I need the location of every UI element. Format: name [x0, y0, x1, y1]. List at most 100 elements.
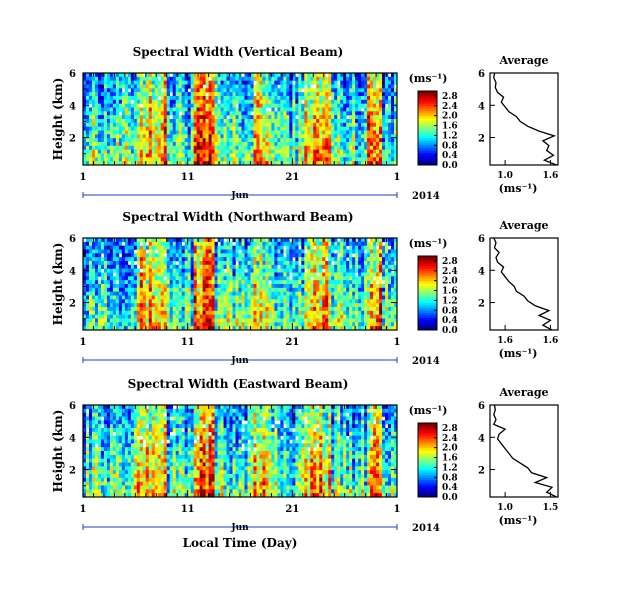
- heatmap-cell: [376, 126, 380, 131]
- heatmap-cell: [391, 80, 395, 85]
- heatmap-cell: [376, 107, 380, 112]
- heatmap-cell: [265, 130, 269, 135]
- heatmap-cell: [322, 126, 326, 131]
- heatmap-cell: [130, 326, 135, 331]
- heatmap-cell: [304, 122, 308, 127]
- heatmap-cell: [166, 73, 171, 78]
- heatmap-cell: [385, 96, 389, 101]
- heatmap-cell: [301, 138, 305, 143]
- heatmap-cell: [247, 107, 251, 112]
- heatmap-cell: [148, 157, 153, 162]
- heatmap-cell: [91, 149, 96, 154]
- heatmap-cell: [322, 253, 326, 258]
- heatmap-cell: [136, 287, 141, 292]
- heatmap-cell: [289, 287, 293, 292]
- heatmap-cell: [190, 284, 194, 289]
- heatmap-cell: [127, 142, 132, 147]
- heatmap-cell: [223, 318, 227, 323]
- heatmap-cell: [283, 134, 287, 139]
- heatmap-cell: [283, 122, 287, 127]
- heatmap-cell: [316, 295, 320, 300]
- heatmap-cell: [175, 276, 179, 281]
- average-y-tick-label: 4: [478, 101, 485, 112]
- heatmap-cell: [277, 99, 281, 104]
- heatmap-cell: [118, 245, 123, 250]
- heatmap-cell: [382, 287, 386, 292]
- heatmap-cell: [319, 241, 323, 246]
- heatmap-cell: [121, 138, 126, 143]
- heatmap-cell: [280, 303, 284, 308]
- heatmap-cell: [388, 314, 392, 319]
- heatmap-cell: [157, 272, 162, 277]
- heatmap-cell: [175, 134, 179, 139]
- heatmap-cell: [235, 276, 239, 281]
- heatmap-cell: [394, 115, 398, 120]
- heatmap-cell: [295, 153, 299, 158]
- heatmap-cell: [385, 84, 389, 89]
- heatmap-cell: [214, 80, 218, 85]
- heatmap-cell: [382, 268, 386, 273]
- heatmap-cell: [391, 153, 395, 158]
- heatmap-cell: [319, 111, 323, 116]
- heatmap-cell: [85, 287, 90, 292]
- heatmap-cell: [172, 241, 176, 246]
- heatmap-cell: [325, 130, 329, 135]
- heatmap-cell: [187, 149, 191, 154]
- heatmap-cell: [277, 261, 281, 266]
- heatmap-cell: [238, 122, 242, 127]
- heatmap-cell: [244, 299, 248, 304]
- heatmap-cell: [373, 299, 377, 304]
- heatmap-cell: [139, 115, 144, 120]
- heatmap-cell: [307, 314, 311, 319]
- heatmap-cell: [289, 314, 293, 319]
- heatmap-cell: [136, 238, 141, 243]
- heatmap-cell: [103, 253, 108, 258]
- heatmap-cell: [214, 111, 218, 116]
- heatmap-cell: [157, 111, 162, 116]
- heatmap-cell: [349, 272, 353, 277]
- heatmap-cell: [256, 84, 260, 89]
- heatmap-cell: [364, 307, 368, 312]
- heatmap-cell: [211, 96, 215, 101]
- heatmap-cell: [193, 92, 197, 97]
- heatmap-cell: [205, 291, 209, 296]
- heatmap-cell: [166, 88, 171, 93]
- heatmap-cell: [163, 287, 168, 292]
- heatmap-cell: [391, 238, 395, 243]
- heatmap-cell: [127, 276, 132, 281]
- heatmap-cell: [328, 280, 332, 285]
- heatmap-cell: [250, 314, 254, 319]
- heatmap-cell: [283, 80, 287, 85]
- heatmap-cell: [115, 303, 120, 308]
- heatmap-cell: [313, 268, 317, 273]
- heatmap-cell: [178, 295, 182, 300]
- heatmap-cell: [220, 322, 224, 327]
- heatmap-cell: [178, 84, 182, 89]
- heatmap-cell: [367, 84, 371, 89]
- heatmap-cell: [268, 145, 272, 150]
- heatmap-cell: [283, 130, 287, 135]
- heatmap-cell: [121, 287, 126, 292]
- heatmap-cell: [265, 119, 269, 124]
- heatmap-cell: [358, 284, 362, 289]
- heatmap-cell: [199, 280, 203, 285]
- heatmap-cell: [322, 134, 326, 139]
- heatmap-cell: [124, 138, 129, 143]
- heatmap-cell: [364, 295, 368, 300]
- heatmap-cell: [91, 299, 96, 304]
- heatmap-cell: [139, 157, 144, 162]
- heatmap-cell: [151, 253, 156, 258]
- heatmap-cell: [268, 268, 272, 273]
- heatmap-cell: [121, 249, 126, 254]
- heatmap-cell: [205, 88, 209, 93]
- heatmap-cell: [223, 107, 227, 112]
- heatmap-cell: [364, 130, 368, 135]
- heatmap-cell: [346, 253, 350, 258]
- heatmap-cell: [199, 111, 203, 116]
- heatmap-cell: [232, 276, 236, 281]
- heatmap-cell: [241, 119, 245, 124]
- heatmap-cell: [283, 145, 287, 150]
- heatmap-cell: [193, 73, 197, 78]
- heatmap-cell: [94, 115, 99, 120]
- heatmap-cell: [340, 84, 344, 89]
